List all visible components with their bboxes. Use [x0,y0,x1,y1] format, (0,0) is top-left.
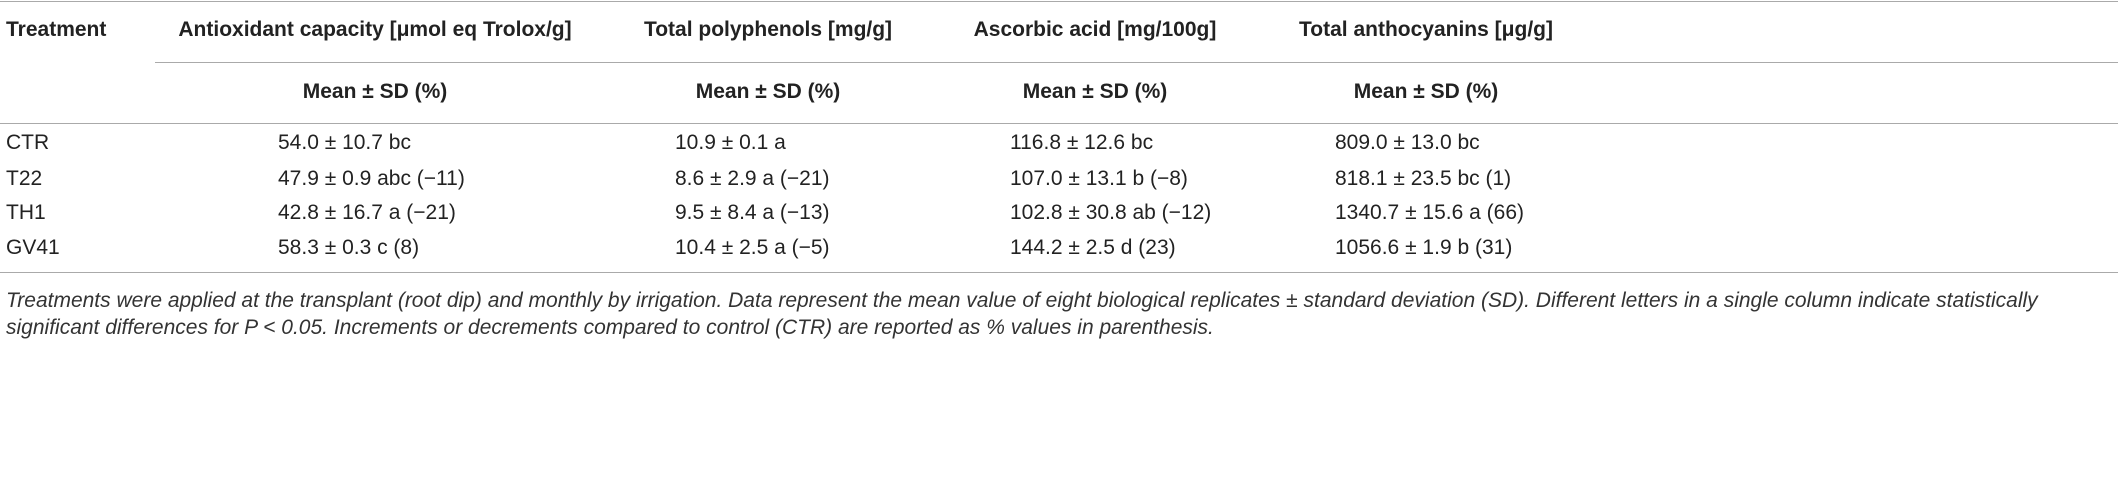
cell: 10.4 ± 2.5 a (−5) [675,236,830,259]
row-label: CTR [6,131,50,154]
row-label: T22 [6,167,43,190]
cell: 10.9 ± 0.1 a [675,131,786,154]
cell: 1056.6 ± 1.9 b (31) [1335,236,1513,259]
cell: 47.9 ± 0.9 abc (−11) [278,167,465,190]
cell: 9.5 ± 8.4 a (−13) [675,201,830,224]
cell: 1340.7 ± 15.6 a (66) [1335,201,1524,224]
header-rule [155,62,2118,63]
footnote: Treatments were applied at the transplan… [6,289,2038,339]
cell: 144.2 ± 2.5 d (23) [1010,236,1176,259]
cell: 818.1 ± 23.5 bc (1) [1335,167,1512,190]
cell: 102.8 ± 30.8 ab (−12) [1010,201,1212,224]
bottom-rule [0,272,2118,273]
subheader: Mean ± SD (%) [302,80,448,103]
subheader-rule [0,123,2118,124]
cell: 58.3 ± 0.3 c (8) [278,236,420,259]
column-header: Treatment [6,18,107,41]
cell: 116.8 ± 12.6 bc [1010,131,1154,154]
cell: 42.8 ± 16.7 a (−21) [278,201,456,224]
row-label: TH1 [6,201,46,224]
column-header: Total anthocyanins [μg/g] [1299,18,1553,41]
subheader: Mean ± SD (%) [695,80,841,103]
cell: 8.6 ± 2.9 a (−21) [675,167,830,190]
subheader: Mean ± SD (%) [1022,80,1168,103]
column-header: Antioxidant capacity [μmol eq Trolox/g] [178,18,572,41]
cell: 809.0 ± 13.0 bc [1335,131,1480,154]
top-rule [0,1,2118,2]
row-label: GV41 [6,236,60,259]
cell: 54.0 ± 10.7 bc [278,131,411,154]
cell: 107.0 ± 13.1 b (−8) [1010,167,1188,190]
subheader: Mean ± SD (%) [1353,80,1499,103]
column-header: Total polyphenols [mg/g] [643,18,893,41]
column-header: Ascorbic acid [mg/100g] [973,18,1217,41]
